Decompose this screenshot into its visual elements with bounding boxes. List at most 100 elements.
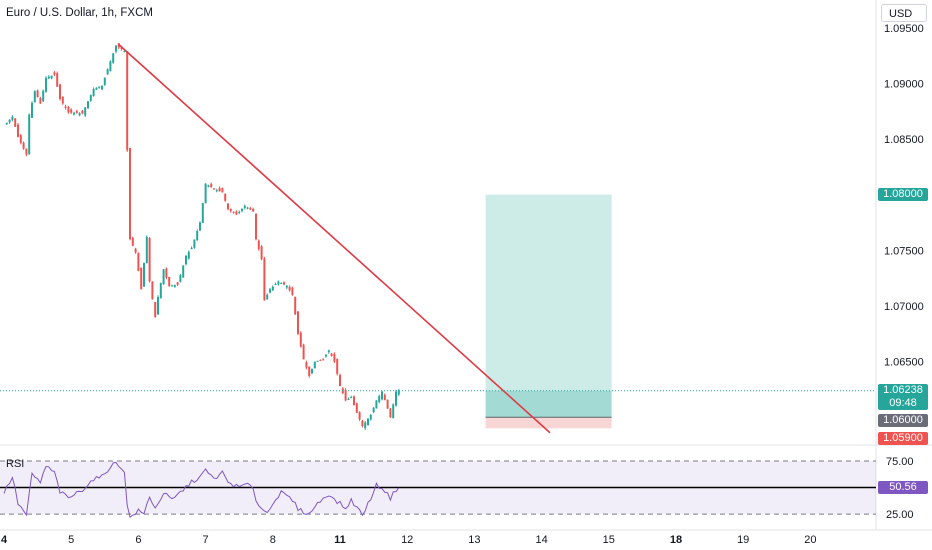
candle bbox=[283, 281, 285, 286]
candle-body bbox=[75, 111, 78, 114]
symbol-title[interactable]: Euro / U.S. Dollar, 1h, FXCM bbox=[6, 7, 153, 19]
candle bbox=[339, 373, 341, 387]
candle-body bbox=[64, 106, 67, 108]
candle bbox=[353, 395, 355, 406]
candle bbox=[252, 207, 255, 212]
candle bbox=[159, 282, 162, 299]
candle bbox=[109, 60, 112, 72]
candle-body bbox=[249, 207, 252, 210]
candle-body bbox=[134, 248, 137, 253]
candle bbox=[143, 262, 145, 287]
loss-zone[interactable] bbox=[485, 417, 612, 429]
candle-body bbox=[173, 285, 176, 287]
candle-body bbox=[87, 101, 89, 109]
candle bbox=[372, 407, 375, 414]
candle bbox=[5, 122, 8, 126]
candle-body bbox=[109, 61, 112, 72]
candle bbox=[333, 352, 336, 363]
price-axis[interactable]: 1.09500 1.09000 1.08500 1.07500 1.07000 1.065… bbox=[884, 23, 924, 369]
candle bbox=[14, 117, 17, 128]
candle bbox=[361, 419, 364, 428]
candle bbox=[137, 252, 140, 272]
candle-body bbox=[19, 135, 22, 143]
candle-body bbox=[129, 148, 131, 240]
candle-body bbox=[353, 396, 355, 405]
candle-body bbox=[185, 255, 187, 265]
candle-body bbox=[263, 258, 266, 301]
last-price-label: 1.06238 bbox=[883, 383, 923, 396]
candle bbox=[148, 237, 151, 283]
candle bbox=[39, 96, 42, 104]
rsi-level-label: 25.00 bbox=[886, 509, 914, 521]
profit-zone[interactable] bbox=[485, 194, 612, 418]
candle bbox=[367, 418, 369, 426]
candle-body bbox=[355, 403, 358, 413]
candle bbox=[106, 68, 109, 75]
candle-body bbox=[397, 390, 400, 395]
candle bbox=[11, 115, 14, 122]
candle bbox=[392, 403, 395, 419]
candle bbox=[232, 211, 235, 214]
candle-body bbox=[131, 237, 134, 246]
candle-body bbox=[288, 286, 291, 291]
time-tick-label: 4 bbox=[1, 534, 8, 546]
candle-body bbox=[241, 208, 243, 211]
last-price-tag: 1.06238 09:48 bbox=[878, 383, 928, 410]
candle bbox=[277, 280, 280, 286]
candle-body bbox=[179, 275, 182, 282]
long-position-tool[interactable] bbox=[485, 194, 612, 429]
currency-button[interactable]: USD bbox=[881, 4, 927, 22]
candle-body bbox=[182, 265, 185, 278]
rsi-value-label: 50.56 bbox=[889, 480, 917, 493]
candle bbox=[19, 133, 22, 145]
candle-body bbox=[31, 102, 33, 118]
rsi-value-tag: 50.56 bbox=[878, 480, 928, 494]
stop-price-tag: 1.05900 bbox=[878, 432, 928, 446]
candle bbox=[313, 361, 316, 369]
time-tick-label: 19 bbox=[737, 534, 749, 546]
candle bbox=[269, 287, 271, 294]
rsi-pane[interactable]: 75.00 25.00 bbox=[0, 456, 914, 521]
candle-body bbox=[33, 91, 36, 103]
candle bbox=[154, 301, 157, 318]
stop-price-label: 1.05900 bbox=[883, 432, 923, 445]
candle-body bbox=[322, 359, 325, 361]
candle-body bbox=[201, 203, 204, 223]
candle-body bbox=[165, 268, 168, 278]
time-tick-label: 18 bbox=[670, 534, 682, 546]
candle-body bbox=[299, 332, 302, 347]
candle-body bbox=[56, 73, 59, 87]
candle bbox=[42, 89, 45, 103]
rsi-indicator-title[interactable]: RSI bbox=[6, 458, 25, 470]
candle bbox=[103, 77, 106, 87]
price-tick-label: 1.09000 bbox=[884, 78, 924, 90]
time-axis[interactable]: 4 5 6 7 8 11 12 13 14 15 18 19 20 bbox=[1, 534, 817, 546]
candle bbox=[378, 394, 381, 404]
trendline-layer[interactable] bbox=[118, 43, 551, 434]
candle bbox=[185, 254, 187, 266]
candle bbox=[64, 104, 67, 110]
candle-body bbox=[187, 251, 190, 259]
candle-body bbox=[145, 236, 148, 264]
open-pnl-zone bbox=[485, 390, 612, 418]
candle bbox=[78, 112, 81, 117]
target-price-label: 1.08000 bbox=[883, 188, 923, 201]
time-tick-label: 14 bbox=[535, 534, 547, 546]
candle-body bbox=[25, 148, 28, 155]
candle-body bbox=[333, 353, 336, 362]
candle bbox=[101, 85, 103, 91]
candle bbox=[210, 182, 213, 188]
candle bbox=[257, 239, 260, 251]
candle-body bbox=[5, 122, 8, 125]
candle-body bbox=[316, 360, 319, 362]
candle bbox=[383, 393, 386, 401]
candle-body bbox=[213, 188, 215, 190]
candle-body bbox=[302, 344, 305, 360]
candle bbox=[238, 210, 241, 214]
candle-body bbox=[45, 77, 47, 92]
descending-trendline[interactable] bbox=[118, 43, 551, 434]
target-price-tag: 1.08000 bbox=[878, 188, 928, 202]
candle bbox=[350, 395, 353, 399]
candle-body bbox=[168, 276, 171, 286]
